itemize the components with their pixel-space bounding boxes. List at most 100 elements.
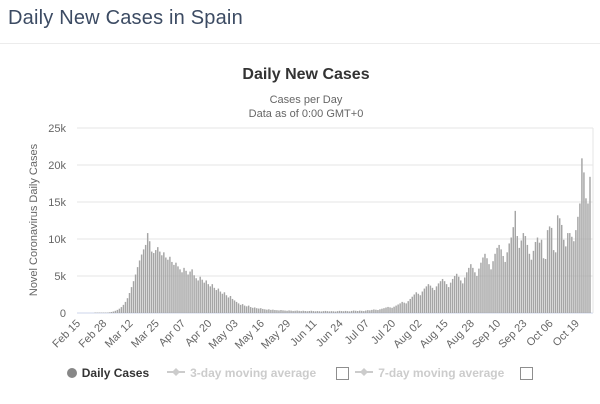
daily-cases-bar	[116, 309, 119, 313]
x-tick-label: Sep 10	[470, 318, 503, 351]
daily-cases-bar	[546, 230, 549, 313]
x-tick-label: Aug 02	[391, 318, 424, 351]
daily-cases-bar	[587, 203, 589, 313]
daily-cases-bar	[181, 272, 183, 313]
daily-cases-bar	[209, 286, 212, 313]
daily-cases-bar	[518, 247, 521, 313]
daily-cases-bar	[171, 261, 173, 313]
daily-cases-bar	[516, 236, 519, 313]
x-tick-label: Oct 19	[551, 318, 582, 349]
daily-cases-bar	[243, 305, 246, 313]
daily-cases-bar	[260, 308, 262, 313]
daily-cases-bar	[433, 290, 436, 313]
daily-cases-bar	[249, 307, 252, 313]
daily-cases-bar	[189, 271, 191, 313]
daily-cases-bar	[480, 262, 482, 313]
x-tick-label: Oct 06	[524, 318, 555, 349]
daily-cases-bar	[134, 274, 137, 313]
daily-cases-bar	[163, 252, 165, 313]
page-title: Daily New Cases in Spain	[8, 7, 243, 29]
daily-cases-bar	[167, 259, 169, 313]
daily-cases-bar	[482, 257, 484, 313]
legend-item-daily-cases[interactable]: Daily Cases	[66, 366, 150, 380]
daily-cases-bar	[522, 233, 525, 313]
daily-cases-bar	[395, 305, 397, 313]
daily-cases-bar	[197, 280, 199, 313]
legend-item-7day-average[interactable]: 7-day moving average	[355, 366, 504, 380]
daily-cases-bar	[126, 298, 129, 313]
legend-item-3day-average[interactable]: 3-day moving average	[167, 366, 316, 380]
daily-cases-bar	[365, 310, 367, 313]
daily-cases-bar	[405, 303, 407, 313]
daily-cases-bar	[201, 279, 203, 313]
daily-cases-bar	[500, 249, 502, 313]
legend-label-7day-average: 7-day moving average	[378, 366, 505, 380]
daily-cases-bar	[583, 172, 585, 313]
daily-cases-bar	[361, 310, 363, 313]
chart-legend: Daily Cases 3-day moving average 7-day m…	[0, 362, 600, 384]
x-tick-label: Jun 24	[314, 318, 346, 350]
daily-cases-bar	[237, 303, 240, 313]
daily-cases-bar	[183, 267, 185, 313]
daily-cases-bar	[403, 302, 405, 313]
daily-cases-bar	[542, 258, 545, 313]
daily-cases-bar	[266, 309, 268, 313]
daily-cases-bar	[538, 242, 541, 313]
daily-cases-bar	[484, 253, 486, 313]
chart-subtitle-line1: Cases per Day	[269, 94, 343, 106]
daily-cases-bar	[241, 304, 244, 313]
daily-cases-bar	[205, 280, 207, 313]
daily-cases-bar	[245, 306, 248, 313]
daily-cases-bar	[146, 233, 149, 313]
daily-cases-bar	[401, 301, 403, 313]
x-tick-label: Jul 07	[343, 318, 372, 347]
daily-cases-bar	[558, 218, 561, 313]
daily-cases-bar	[506, 252, 508, 313]
legend-label-daily-cases: Daily Cases	[81, 366, 150, 380]
daily-cases-bar	[443, 281, 446, 313]
daily-cases-bar	[427, 284, 430, 313]
daily-cases-bar	[462, 283, 464, 313]
daily-cases-bar	[423, 288, 426, 313]
daily-cases-bar	[354, 310, 357, 313]
daily-cases-bar	[231, 298, 234, 313]
daily-cases-bar	[504, 261, 506, 313]
daily-cases-bar	[175, 262, 177, 313]
daily-cases-bar	[466, 272, 468, 313]
daily-cases-bar	[235, 301, 238, 313]
daily-cases-bar	[203, 282, 205, 313]
daily-cases-bar	[441, 278, 444, 313]
daily-cases-bar	[455, 273, 458, 313]
daily-cases-bar	[324, 310, 327, 313]
daily-cases-bar	[326, 311, 329, 313]
daily-cases-bar	[262, 308, 264, 313]
chart-title: Daily New Cases	[242, 66, 370, 83]
page-header: Daily New Cases in Spain	[0, 0, 600, 44]
daily-cases-bar	[268, 309, 270, 313]
daily-cases-bar	[256, 308, 258, 313]
daily-cases-bar	[239, 304, 242, 313]
daily-cases-bar	[498, 244, 500, 313]
daily-cases-bar	[251, 307, 254, 313]
x-tick-label: Aug 15	[418, 318, 451, 351]
daily-cases-bar	[229, 295, 232, 313]
daily-cases-bar	[478, 268, 480, 313]
daily-cases-bar	[336, 311, 339, 313]
daily-cases-bar	[225, 295, 228, 313]
daily-cases-bar	[379, 309, 381, 313]
daily-cases-bar	[397, 304, 399, 313]
daily-cases-bar	[120, 307, 123, 313]
daily-cases-bar	[334, 311, 337, 313]
daily-cases-bar	[221, 293, 224, 313]
daily-cases-bar	[470, 264, 472, 313]
7-day-average-checkbox[interactable]	[520, 366, 534, 380]
x-tick-label: Sep 23	[496, 318, 529, 351]
daily-cases-bar	[155, 250, 157, 313]
3-day-average-checkbox[interactable]	[336, 366, 350, 380]
daily-cases-bar	[575, 230, 577, 313]
daily-cases-bar	[140, 254, 143, 313]
daily-cases-bar	[369, 310, 371, 313]
daily-cases-bar	[389, 307, 391, 313]
daily-cases-bar	[510, 237, 512, 313]
